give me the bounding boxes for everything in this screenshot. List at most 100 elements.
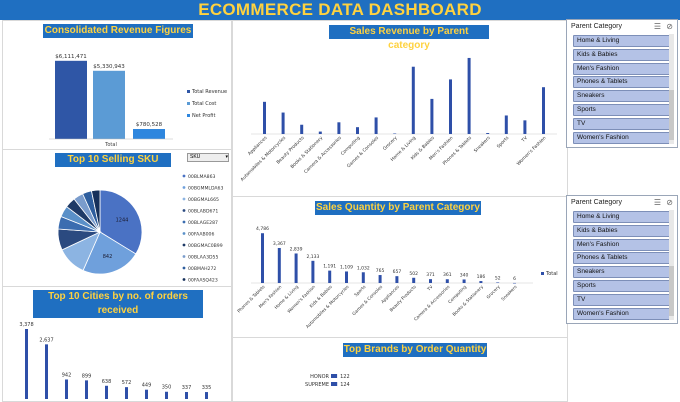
legend-swatch <box>183 244 186 247</box>
slicer-item-sneakers[interactable]: Sneakers <box>573 266 670 278</box>
data-label: 340 <box>460 272 469 278</box>
y-tick-label: HONOR <box>310 374 329 380</box>
x-tick-label: Sneakers <box>473 135 492 154</box>
slicer-item-sneakers[interactable]: Sneakers <box>573 90 670 102</box>
bar <box>463 279 466 283</box>
bar <box>468 58 471 134</box>
data-label: 899 <box>82 373 92 379</box>
bar <box>282 113 285 134</box>
slicer-item-women-s-fashion[interactable]: Women's Fashion <box>573 132 670 144</box>
bar <box>311 261 314 283</box>
data-label: 657 <box>393 269 402 275</box>
legend-label: 00BLABD671 <box>188 209 218 215</box>
data-label: 572 <box>122 380 132 386</box>
bar <box>185 392 188 399</box>
bar <box>328 271 331 283</box>
legend-label: Total Revenue <box>191 89 227 95</box>
data-label: $5,330,943 <box>93 64 125 70</box>
bar <box>25 329 28 399</box>
data-label: 2,839 <box>290 246 303 252</box>
data-label: 361 <box>443 272 452 278</box>
legend-label: 00BLMA863 <box>188 174 216 180</box>
cities-title: Top 10 Cities by no. of orders received <box>33 290 203 318</box>
bar <box>205 392 208 399</box>
bar <box>479 281 482 283</box>
bar <box>449 79 452 134</box>
slicer-item-tv[interactable]: TV <box>573 294 670 306</box>
legend-label: Total <box>545 271 558 277</box>
slicer-item-tv[interactable]: TV <box>573 118 670 130</box>
legend-label: 00BLAA3D55 <box>188 255 218 261</box>
slicer-item-men-s-fashion[interactable]: Men's Fashion <box>573 239 670 251</box>
legend-swatch <box>183 255 186 258</box>
legend-label: 00BGMAC0B99 <box>188 243 223 249</box>
multi-select-icon[interactable]: ☰ <box>654 198 661 207</box>
data-label: 52 <box>495 275 501 281</box>
data-label: $780,528 <box>136 122 163 128</box>
dashboard-title: ECOMMERCE DATA DASHBOARD <box>0 0 680 20</box>
legend-swatch <box>183 221 186 224</box>
data-label: 337 <box>182 385 192 391</box>
slicer-item-sports[interactable]: Sports <box>573 104 670 116</box>
data-label: 449 <box>142 383 152 389</box>
multi-select-icon[interactable]: ☰ <box>654 22 661 31</box>
bar <box>430 99 433 134</box>
x-tick-label: Grocery <box>485 284 502 301</box>
data-label: 350 <box>162 385 172 391</box>
slicer-item-phones-tablets[interactable]: Phones & Tablets <box>573 76 670 88</box>
data-label: 6 <box>513 276 516 282</box>
bar <box>356 127 359 134</box>
bar <box>65 379 68 399</box>
legend-swatch <box>183 175 186 178</box>
data-label: 186 <box>477 274 486 280</box>
bar <box>505 115 508 134</box>
x-tick-label: Phones & Tablets <box>236 284 267 315</box>
data-label: $6,111,471 <box>55 54 87 60</box>
slicer-scroll-thumb[interactable] <box>669 266 674 316</box>
x-tick-label: Sneakers <box>500 284 519 303</box>
slicer-item-men-s-fashion[interactable]: Men's Fashion <box>573 63 670 75</box>
slicer-item-home-living[interactable]: Home & Living <box>573 211 670 223</box>
parent-category-slicer-bottom: Parent Category ☰ ⊘ Home & Living Kids & … <box>566 195 678 324</box>
slicer-item-women-s-fashion[interactable]: Women's Fashion <box>573 308 670 320</box>
slicer-item-phones-tablets[interactable]: Phones & Tablets <box>573 252 670 264</box>
sku-pie-chart: 124484200BLMA86300BGMMLDA6300BGMAL66500B… <box>3 164 229 284</box>
bar-total-revenue <box>55 61 87 139</box>
slicer-item-kids-babies[interactable]: Kids & Babies <box>573 225 670 237</box>
legend-swatch <box>183 278 186 281</box>
bar <box>145 390 148 399</box>
legend-swatch <box>183 232 186 235</box>
data-label: 122 <box>340 374 350 380</box>
legend-swatch <box>541 272 544 275</box>
clear-filter-icon[interactable]: ⊘ <box>666 22 673 31</box>
x-tick-label: Camera & Accessories <box>303 135 343 175</box>
bar <box>412 67 415 134</box>
data-label: 335 <box>202 385 212 391</box>
bar <box>496 282 499 283</box>
sales-qty-title: Sales Quantity by Parent Category <box>315 201 481 215</box>
bar <box>295 253 298 283</box>
x-tick-label: Books & Stationery <box>451 284 485 318</box>
slicer-item-sports[interactable]: Sports <box>573 280 670 292</box>
bar <box>337 122 340 134</box>
sku-filter-button[interactable]: SKU▾ <box>187 153 229 162</box>
legend-label: Net Profit <box>192 113 215 119</box>
x-tick-label: Grocery <box>382 135 399 152</box>
slicer-item-home-living[interactable]: Home & Living <box>573 35 670 47</box>
slicer-scroll-thumb[interactable] <box>669 90 674 140</box>
data-label: 638 <box>102 379 112 385</box>
clear-filter-icon[interactable]: ⊘ <box>666 198 673 207</box>
slicer-header: Parent Category <box>571 199 622 206</box>
bar <box>105 386 108 399</box>
legend-swatch <box>183 198 186 201</box>
bar <box>331 374 337 378</box>
sales-revenue-title: Sales Revenue by Parent category <box>329 25 489 39</box>
legend-swatch <box>183 267 186 270</box>
slicer-item-kids-babies[interactable]: Kids & Babies <box>573 49 670 61</box>
revenue-title: Consolidated Revenue Figures <box>43 24 193 38</box>
